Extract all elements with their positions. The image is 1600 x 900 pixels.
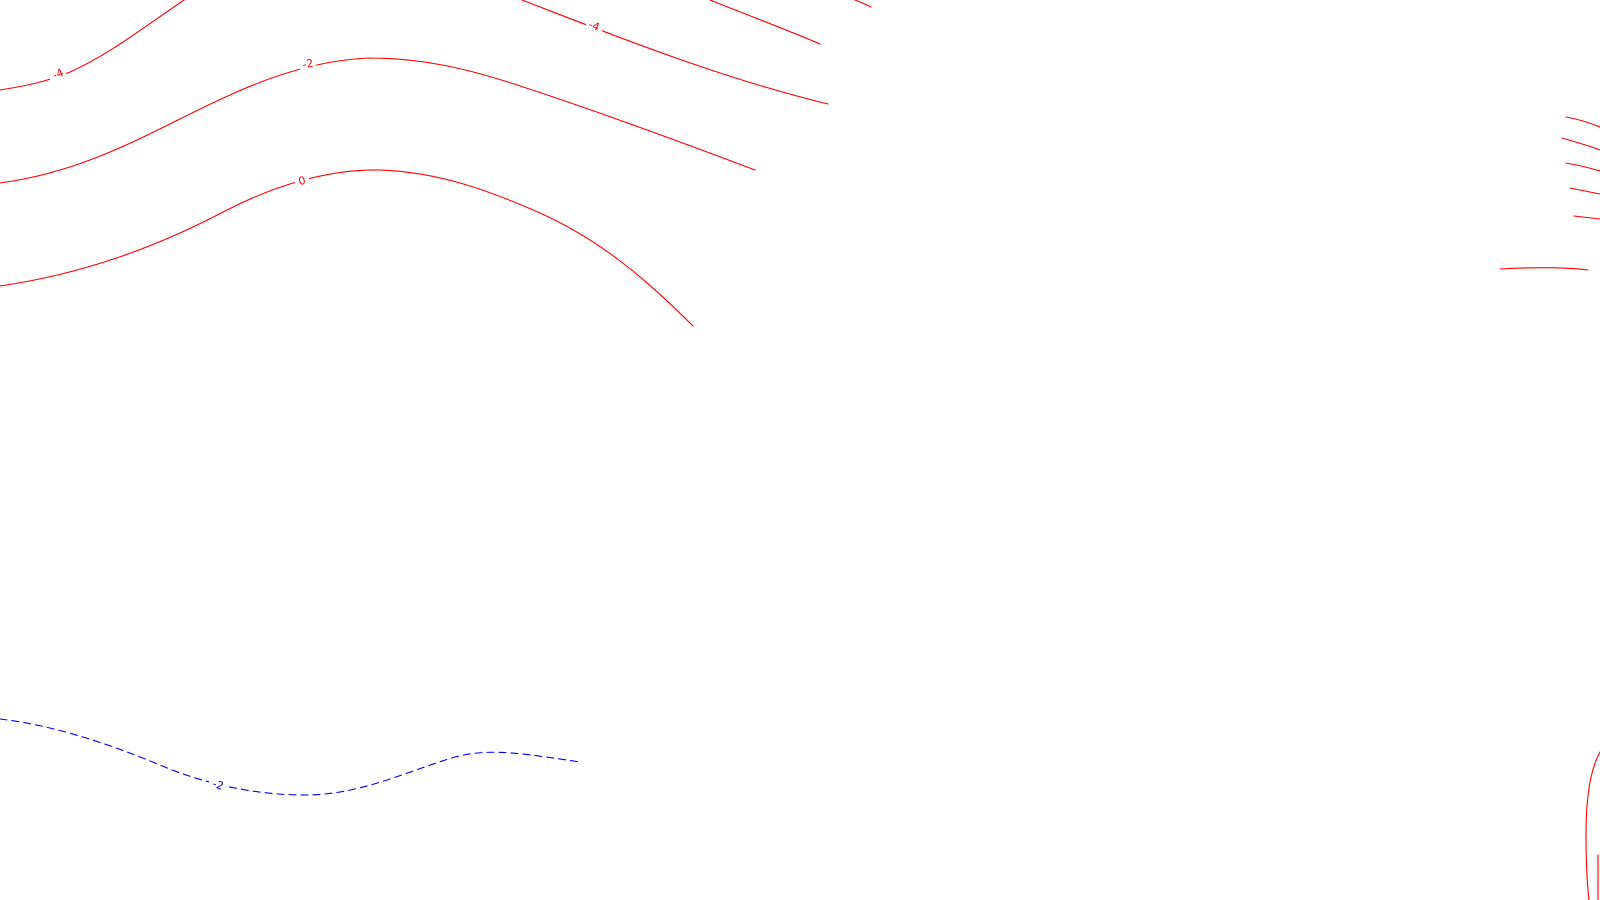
contour-labels: -4 -4 -2 0 -2 bbox=[50, 18, 602, 793]
contour-line-blue-dashed bbox=[0, 718, 581, 796]
contour-line-red-right-1 bbox=[1565, 116, 1600, 128]
contour-label-red-middle: -2 bbox=[300, 57, 316, 72]
contour-line-red-right-bottom bbox=[1585, 751, 1600, 900]
contour-label-red-lower: 0 bbox=[295, 174, 309, 188]
contour-label-blue-dashed: -2 bbox=[209, 777, 227, 793]
contour-line-red-middle bbox=[0, 57, 756, 184]
contour-line-red-upper-right bbox=[521, 0, 829, 105]
contour-label-red-upper-left-text: -4 bbox=[51, 66, 66, 82]
contour-line-red-upper-far-right bbox=[709, 0, 821, 45]
contour-line-red-right-3 bbox=[1565, 162, 1600, 172]
contour-line-red-right-2 bbox=[1561, 137, 1600, 151]
contour-label-red-upper-right-text: -4 bbox=[586, 18, 601, 34]
contour-line-red-upper-left bbox=[0, 0, 185, 91]
contour-line-red-lower bbox=[0, 169, 694, 327]
contour-line-red-right-4 bbox=[1569, 187, 1600, 195]
contour-line-red-right-5 bbox=[1573, 215, 1600, 220]
contour-label-red-upper-right: -4 bbox=[586, 18, 602, 34]
contour-label-red-middle-text: -2 bbox=[301, 57, 314, 72]
contour-label-red-lower-text: 0 bbox=[297, 174, 307, 188]
contour-line-red-right-6 bbox=[1499, 267, 1589, 271]
contour-line-red-edge-fragment bbox=[854, 0, 872, 8]
contour-label-red-upper-left: -4 bbox=[50, 66, 66, 82]
contour-label-blue-dashed-text: -2 bbox=[211, 777, 225, 793]
